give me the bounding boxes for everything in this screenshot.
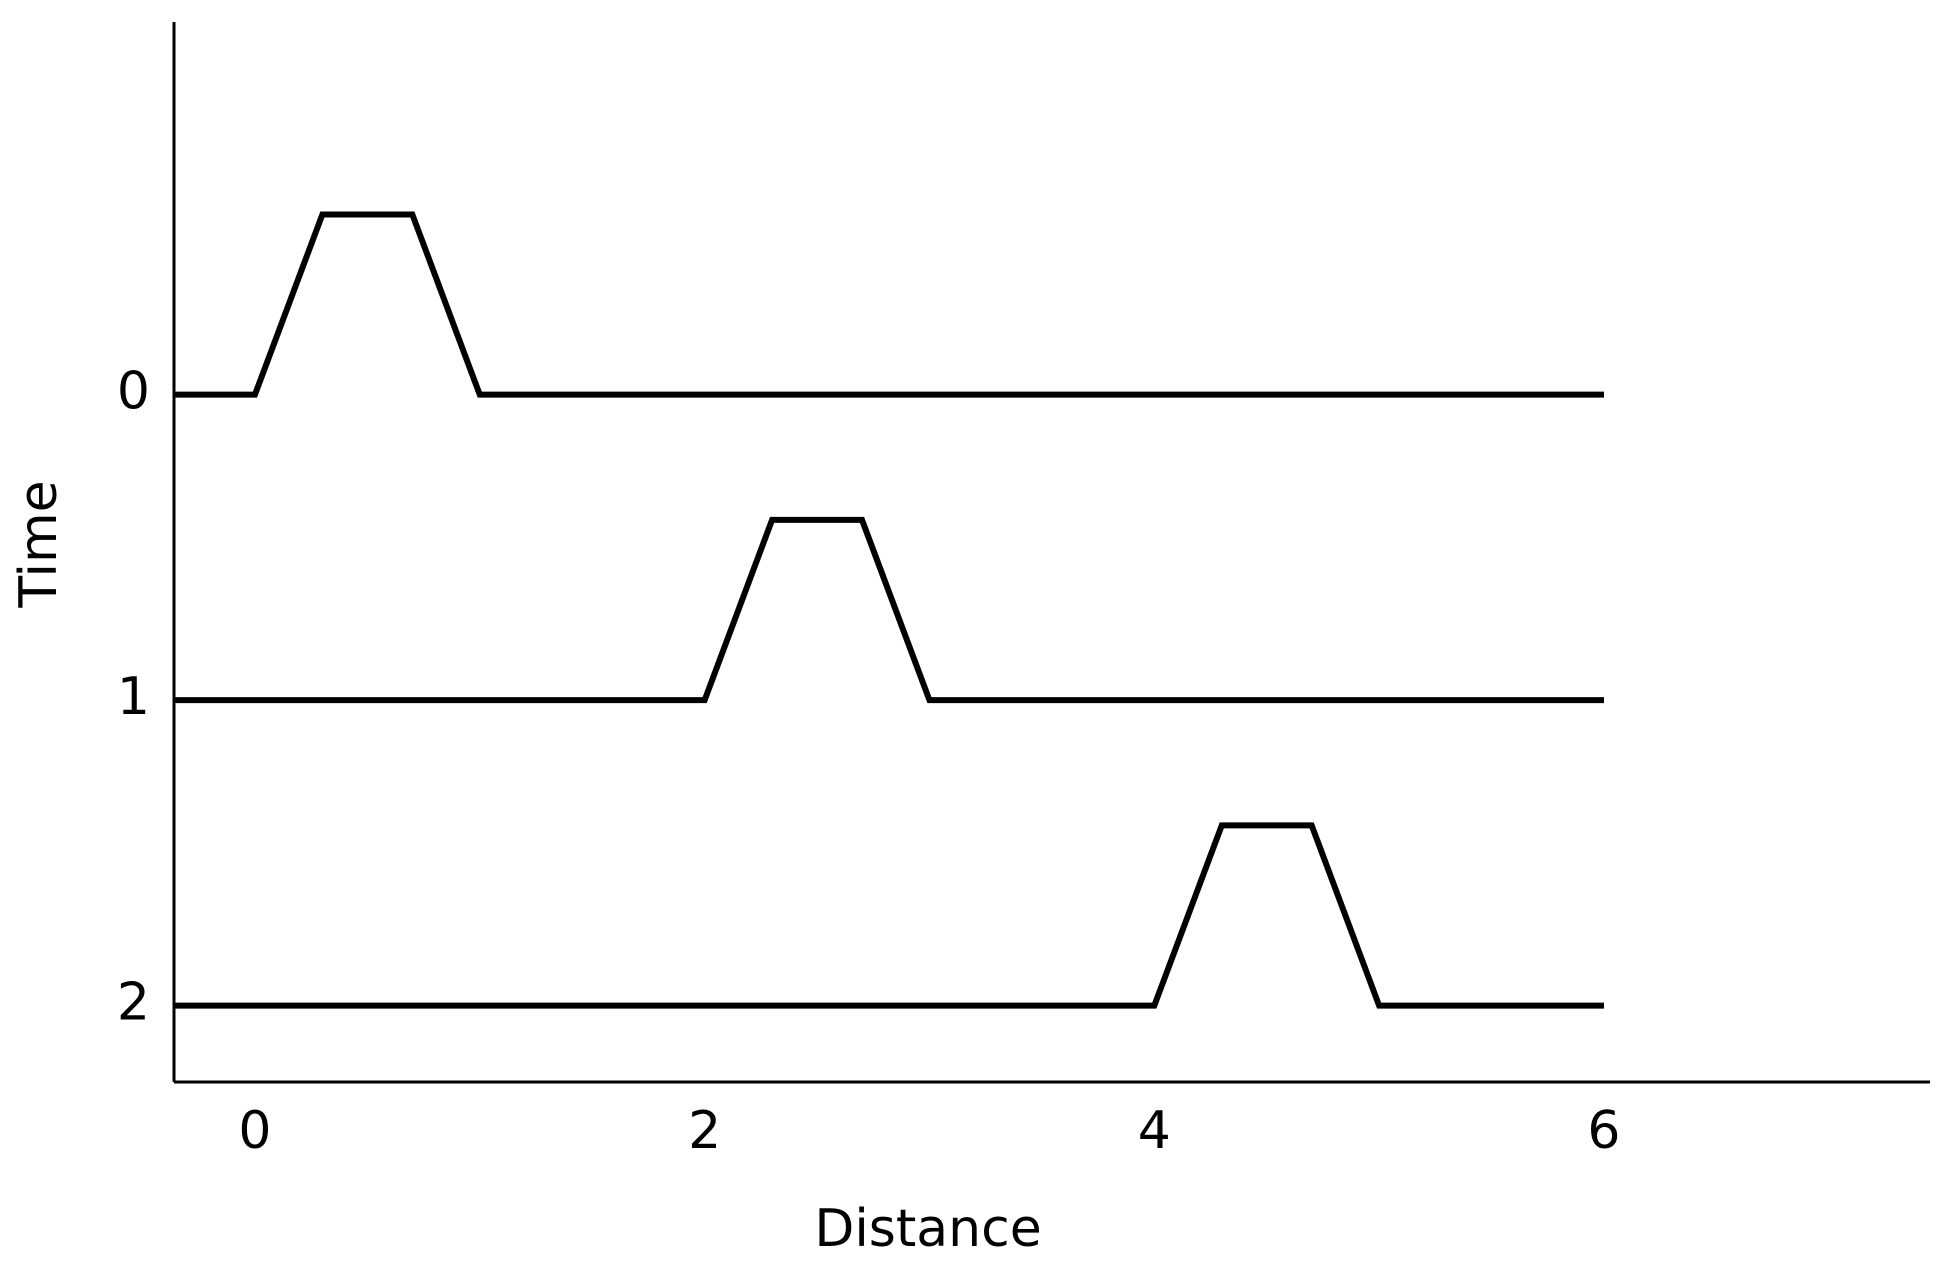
y-axis-label: Time bbox=[9, 480, 69, 608]
x-tick-label: 6 bbox=[1587, 1101, 1620, 1161]
x-tick-label: 4 bbox=[1138, 1101, 1171, 1161]
pulse-line bbox=[174, 211, 1604, 398]
y-tick-label: 1 bbox=[117, 667, 150, 727]
pulse-line bbox=[174, 822, 1604, 1009]
x-tick-label: 0 bbox=[238, 1101, 271, 1161]
y-tick-label: 0 bbox=[117, 362, 150, 422]
x-axis-label: Distance bbox=[814, 1199, 1041, 1259]
x-tick-label: 2 bbox=[688, 1101, 721, 1161]
y-tick-label: 2 bbox=[117, 973, 150, 1033]
pulse-line bbox=[174, 516, 1604, 704]
